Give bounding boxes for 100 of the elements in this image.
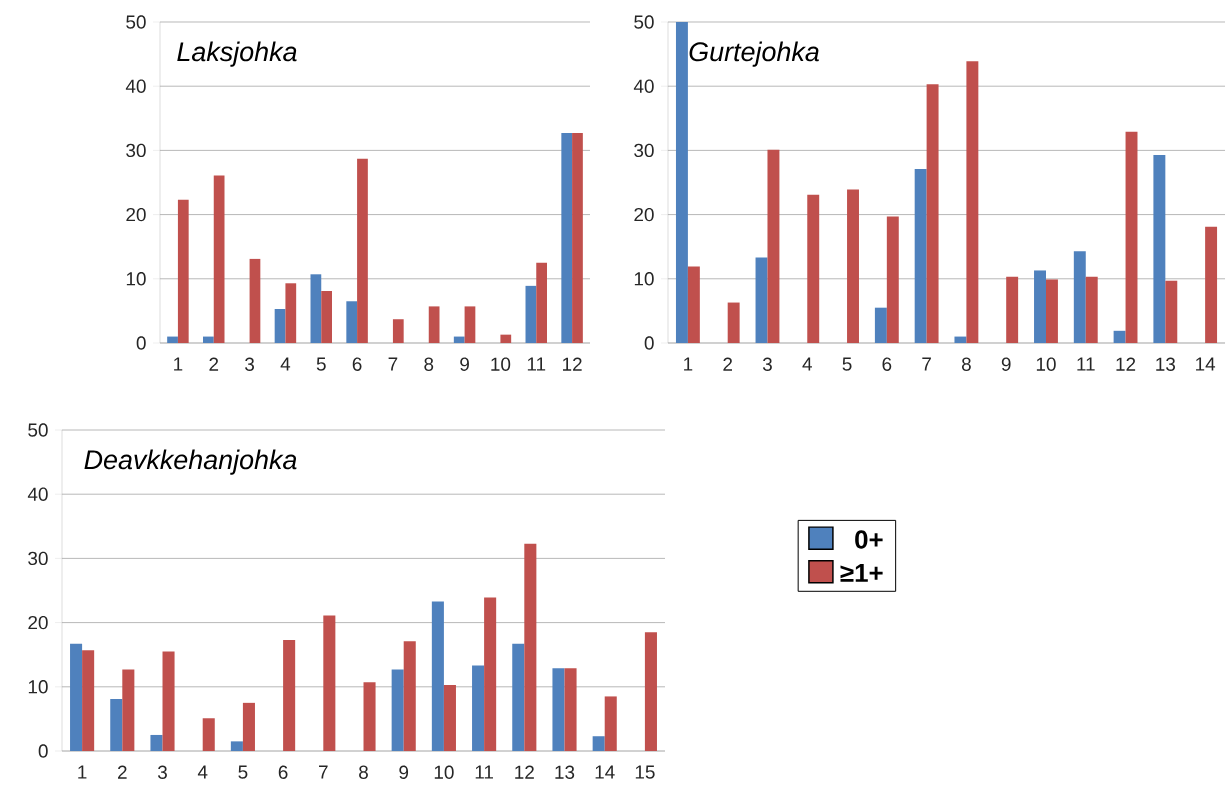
bar: [403, 641, 416, 751]
y-tick-label: 30: [28, 551, 48, 566]
bar: [1085, 276, 1098, 343]
x-tick-label: 6: [352, 357, 362, 371]
x-tick-label: 10: [491, 357, 511, 371]
x-tick-label: 6: [278, 765, 288, 779]
bar: [1034, 270, 1046, 343]
y-tick-label: 20: [126, 207, 146, 222]
bar: [167, 336, 178, 343]
x-tick-label: 14: [595, 765, 615, 779]
x-tick-label: 10: [1036, 357, 1056, 371]
x-tick-label: 8: [961, 357, 971, 371]
text: Gurtejohka: [689, 41, 819, 67]
x-tick-label: 12: [563, 357, 582, 371]
bar: [242, 702, 255, 751]
bar: [1045, 279, 1058, 343]
x-tick-label: 14: [1196, 357, 1216, 371]
bar: [464, 306, 476, 343]
x-tick-label: 9: [1001, 357, 1011, 371]
bar: [392, 319, 404, 343]
x-tick-label: 3: [157, 765, 167, 779]
bar: [310, 274, 322, 343]
y-tick-label: 40: [633, 79, 654, 93]
bar: [524, 543, 537, 751]
bar: [283, 639, 296, 751]
x-tick-label: 2: [117, 765, 127, 779]
bar: [500, 334, 512, 343]
bar: [323, 615, 336, 751]
bar: [592, 736, 605, 751]
text: Deavkkehanjohka: [84, 449, 297, 475]
bar: [321, 290, 332, 343]
bar: [847, 189, 859, 343]
bar: [561, 133, 573, 343]
bar: [687, 266, 700, 343]
x-tick-label: 6: [882, 357, 892, 371]
bar: [213, 175, 225, 343]
bar: [1113, 330, 1126, 343]
x-tick-label: 1: [174, 357, 183, 371]
y-tick-label: 50: [126, 15, 146, 29]
bar: [644, 632, 657, 751]
bar: [150, 734, 163, 751]
bar: [285, 283, 297, 343]
bar: [1153, 154, 1166, 343]
y-tick-label: 10: [126, 272, 146, 286]
x-tick-label: 3: [245, 357, 255, 371]
bar: [525, 285, 537, 343]
bar: [807, 194, 820, 343]
bar: [230, 741, 243, 751]
bar: [177, 199, 189, 343]
bar: [552, 668, 565, 751]
x-tick-label: 9: [399, 765, 409, 779]
y-tick-label: 10: [28, 680, 48, 694]
x-tick-label: 12: [515, 765, 534, 779]
bar: [966, 61, 979, 343]
x-tick-label: 1: [78, 765, 87, 779]
bar: [1073, 251, 1086, 343]
y-tick-label: 10: [634, 272, 654, 286]
bar: [484, 597, 497, 751]
bar: [357, 158, 368, 343]
x-tick-label: 12: [1116, 357, 1136, 371]
x-tick-label: 11: [527, 357, 546, 371]
y-tick-label: 0: [644, 336, 654, 350]
x-tick-label: 11: [475, 765, 493, 779]
y-tick-label: 50: [28, 423, 48, 437]
bar: [428, 306, 440, 343]
x-tick-label: 13: [555, 765, 575, 779]
x-tick-label: 1: [684, 357, 693, 371]
bar: [572, 133, 583, 343]
bar: [274, 308, 286, 343]
bar: [363, 682, 376, 751]
bar: [604, 696, 617, 751]
y-tick-label: 50: [634, 15, 654, 29]
text: Laksjohka: [177, 41, 297, 67]
x-tick-label: 7: [319, 765, 328, 779]
x-tick-label: 13: [1156, 357, 1176, 371]
bar: [1125, 131, 1138, 343]
bar: [512, 643, 525, 751]
bar: [874, 307, 887, 343]
bar: [536, 262, 548, 343]
x-tick-label: 7: [388, 357, 398, 371]
bar: [203, 336, 214, 343]
bar: [564, 668, 577, 751]
bar: [1165, 280, 1178, 343]
x-tick-label: 8: [359, 765, 368, 779]
x-tick-label: 7: [922, 357, 931, 371]
bar: [767, 149, 780, 343]
bar: [162, 651, 175, 751]
bar: [110, 699, 123, 751]
bar: [431, 601, 444, 751]
bar: [914, 169, 927, 343]
x-tick-label: 10: [434, 765, 454, 779]
bar: [926, 84, 939, 343]
y-tick-label: 40: [125, 79, 146, 93]
x-tick-label: 3: [762, 357, 772, 371]
legend-label: 0+: [855, 530, 883, 549]
bar: [346, 301, 358, 343]
bar: [443, 684, 456, 751]
x-tick-label: 11: [1077, 357, 1095, 371]
x-tick-label: 9: [460, 357, 469, 371]
y-tick-label: 20: [634, 207, 654, 222]
